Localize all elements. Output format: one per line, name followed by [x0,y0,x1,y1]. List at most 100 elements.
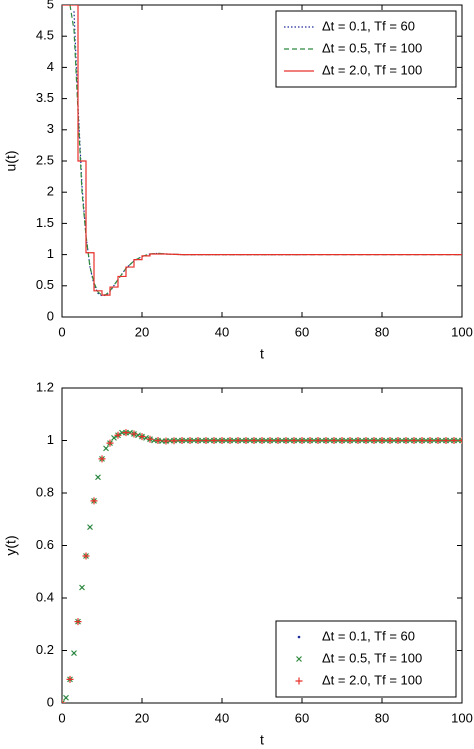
point [103,445,109,452]
y-tick-label: 1 [47,246,54,261]
y-tick-label: 2.5 [36,152,54,167]
point [258,437,266,444]
legend-label: Δt = 2.0, Tf = 100 [322,62,422,77]
point [63,694,69,701]
x-axis-label: t [260,732,264,748]
point [226,437,234,444]
point [178,437,186,444]
point [402,437,410,444]
point [426,437,434,444]
point [95,474,101,481]
point [218,437,226,444]
point [338,437,346,444]
y-tick-label: 2 [47,184,54,199]
y-tick-label: 4 [47,59,54,74]
y-tick-label: 0 [47,694,54,709]
point [162,437,170,445]
point [274,437,282,444]
y-tick-label: 0.2 [36,642,54,657]
x-tick-label: 0 [58,324,65,339]
x-tick-label: 40 [215,710,229,725]
point [111,434,117,441]
y-tick-label: 0 [47,308,54,323]
x-tick-label: 0 [58,710,65,725]
point [354,437,362,444]
point [322,437,330,444]
point [210,437,218,444]
point [298,437,306,444]
point [234,437,242,444]
point [282,437,290,444]
y-tick-label: 0.6 [36,537,54,552]
y-tick-label: 1 [47,432,54,447]
point [394,437,402,444]
legend-label: Δt = 2.0, Tf = 100 [322,672,422,687]
point [122,429,130,437]
y-tick-label: 0.8 [36,484,54,499]
point [62,700,65,703]
x-tick-label: 60 [295,324,309,339]
x-tick-label: 100 [451,710,473,725]
y-tick-label: 5 [47,0,54,11]
point [346,437,354,444]
point [386,437,394,444]
plot-area [62,429,462,703]
point [186,437,194,444]
y-tick-label: 4.5 [36,28,54,43]
y-tick-label: 3.5 [36,90,54,105]
point [130,430,138,438]
point [202,437,210,444]
point [250,437,258,444]
series-line [62,5,462,296]
plot-area [62,5,462,297]
point [154,437,162,444]
point [459,437,462,444]
x-tick-label: 80 [375,710,389,725]
point [362,437,370,444]
legend-box [275,10,457,88]
point [330,437,338,444]
point [418,437,426,444]
point [306,437,314,444]
x-tick-label: 60 [295,710,309,725]
legend-box [275,620,457,698]
point [138,433,146,441]
point [434,437,442,444]
legend-label: Δt = 0.1, Tf = 60 [322,628,415,643]
y-tick-label: 0.4 [36,589,54,604]
x-axis-label: t [260,346,264,362]
point [98,455,106,463]
x-tick-label: 20 [135,710,149,725]
point [290,437,298,444]
point [458,437,462,444]
y-tick-label: 3 [47,121,54,136]
point [450,437,458,444]
point [242,437,250,444]
point [194,437,202,444]
legend-label: Δt = 0.5, Tf = 100 [322,40,422,55]
series-line [69,5,462,296]
point [71,650,77,657]
y-axis-label: y(t) [3,535,19,555]
point [82,552,90,560]
series-line [73,11,302,297]
point [378,437,386,444]
legend-swatch [297,635,301,639]
legend-swatch [295,677,303,685]
point [442,437,450,444]
x-tick-label: 80 [375,324,389,339]
y-axis-label: u(t) [3,151,19,172]
point [410,437,418,444]
point [170,437,178,445]
point [74,618,82,626]
y-tick-label: 1.5 [36,215,54,230]
x-tick-label: 20 [135,324,149,339]
point [106,439,114,447]
legend-swatch [296,656,302,662]
point [266,437,274,444]
x-tick-label: 100 [451,324,473,339]
point [79,584,85,591]
point [314,437,322,444]
legend-label: Δt = 0.5, Tf = 100 [322,650,422,665]
